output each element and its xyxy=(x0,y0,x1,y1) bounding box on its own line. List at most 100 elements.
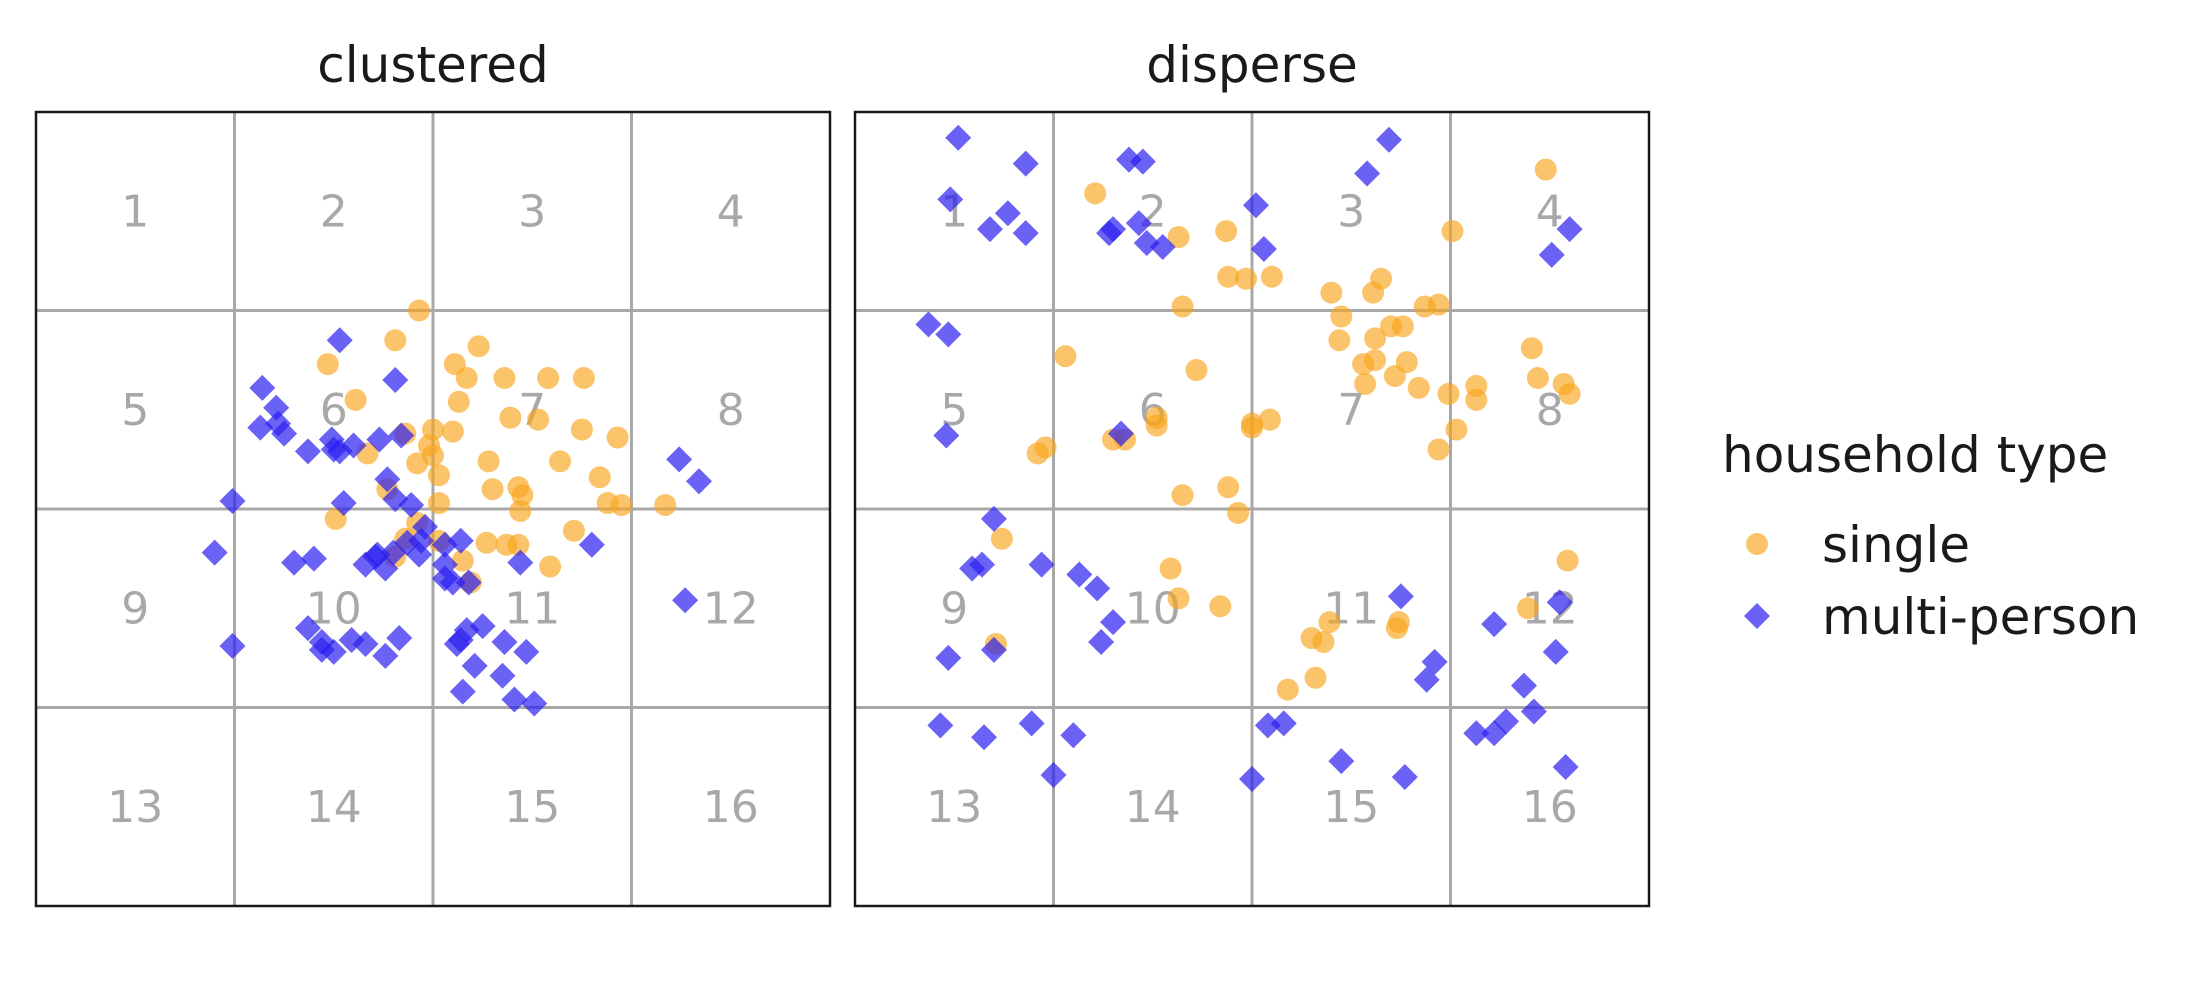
data-point-multi-person xyxy=(685,468,712,495)
data-point-multi-person xyxy=(1510,672,1537,699)
data-point-single xyxy=(1391,315,1414,338)
data-point-single xyxy=(344,388,367,411)
data-point-single xyxy=(441,420,464,443)
data-point-multi-person xyxy=(1239,765,1265,792)
data-point-single xyxy=(1185,359,1208,382)
cell-label: 14 xyxy=(1125,782,1181,833)
data-point-multi-person xyxy=(1125,210,1152,237)
cell-label: 15 xyxy=(504,782,560,833)
legend-marker-multi-person xyxy=(1744,603,1770,629)
data-point-single xyxy=(1241,412,1263,435)
data-point-single xyxy=(1312,630,1335,653)
data-point-single xyxy=(1159,557,1182,580)
data-point-single xyxy=(1318,611,1341,634)
data-point-multi-person xyxy=(219,632,246,659)
cell-label: 1 xyxy=(121,186,149,237)
legend-title: household type xyxy=(1722,426,2108,484)
data-point-multi-person xyxy=(300,545,327,572)
cell-label: 3 xyxy=(518,186,546,237)
cell-label: 8 xyxy=(717,385,745,436)
cell-label: 12 xyxy=(703,583,759,634)
data-point-single xyxy=(1385,617,1408,640)
data-point-multi-person xyxy=(374,466,401,493)
data-point-multi-person xyxy=(352,630,379,657)
data-point-multi-person xyxy=(372,642,399,669)
cell-label: 16 xyxy=(703,782,759,833)
data-point-single xyxy=(549,450,572,473)
data-point-multi-person xyxy=(666,446,693,473)
data-point-multi-person xyxy=(491,628,518,655)
data-point-single xyxy=(475,531,498,554)
data-point-single xyxy=(1227,501,1250,524)
data-point-multi-person xyxy=(1481,720,1508,747)
cell-label: 9 xyxy=(940,583,968,634)
data-point-single xyxy=(1054,345,1077,368)
data-point-single xyxy=(1209,595,1232,618)
data-point-multi-person xyxy=(1328,748,1355,775)
data-point-multi-person xyxy=(980,636,1007,663)
cell-label: 2 xyxy=(320,186,348,237)
data-point-multi-person xyxy=(366,426,393,453)
data-point-single xyxy=(1445,418,1468,441)
data-point-multi-person xyxy=(1270,710,1297,737)
panel-frame xyxy=(853,110,1651,908)
data-point-multi-person xyxy=(247,414,274,441)
data-point-multi-person xyxy=(320,436,347,463)
data-point-single xyxy=(1215,220,1238,243)
data-point-single xyxy=(1026,442,1049,465)
data-point-multi-person xyxy=(455,569,482,596)
data-point-single xyxy=(1437,382,1460,405)
data-point-single xyxy=(1427,438,1450,461)
data-point-multi-person xyxy=(521,690,548,717)
data-point-multi-person xyxy=(513,638,540,665)
panel-title: clustered xyxy=(317,36,548,94)
data-point-multi-person xyxy=(388,422,415,449)
data-point-multi-person xyxy=(1391,763,1418,790)
data-point-multi-person xyxy=(201,539,228,566)
data-point-multi-person xyxy=(1088,628,1115,655)
data-point-multi-person xyxy=(1556,216,1583,243)
cell-label: 9 xyxy=(121,583,149,634)
cell-label: 13 xyxy=(107,782,163,833)
data-point-single xyxy=(654,494,677,517)
data-point-multi-person xyxy=(1375,126,1402,153)
data-point-multi-person xyxy=(249,374,276,401)
data-point-multi-person xyxy=(1149,233,1176,260)
cell-label: 3 xyxy=(1337,186,1365,237)
data-point-single xyxy=(451,549,474,572)
data-point-single xyxy=(1235,267,1258,290)
data-point-multi-person xyxy=(1242,192,1269,219)
data-point-single xyxy=(1516,597,1539,620)
data-point-multi-person xyxy=(1250,235,1277,262)
data-point-multi-person xyxy=(449,678,476,705)
data-point-single xyxy=(1558,382,1581,405)
data-point-multi-person xyxy=(1354,160,1381,187)
data-point-single xyxy=(408,299,431,322)
data-point-single xyxy=(1217,265,1240,288)
cell-label: 5 xyxy=(121,385,149,436)
data-point-multi-person xyxy=(1107,420,1134,447)
data-point-multi-person xyxy=(1018,710,1045,737)
data-point-multi-person xyxy=(1012,220,1039,247)
data-point-multi-person xyxy=(935,321,962,348)
data-point-multi-person xyxy=(1421,648,1448,675)
legend-label: multi-person xyxy=(1822,588,2139,646)
data-point-multi-person xyxy=(406,541,433,568)
data-point-single xyxy=(1534,158,1557,181)
legend-entries: single multi-person xyxy=(1744,516,2139,646)
data-point-single xyxy=(1328,329,1351,352)
data-point-multi-person xyxy=(507,549,534,576)
data-point-single xyxy=(1260,265,1283,288)
data-point-multi-person xyxy=(1040,761,1067,788)
data-point-single xyxy=(467,335,490,358)
data-point-single xyxy=(606,426,629,449)
legend-label: single xyxy=(1822,516,1970,574)
data-point-single xyxy=(477,450,500,473)
data-point-multi-person xyxy=(1387,583,1414,610)
data-point-single xyxy=(1304,666,1327,689)
data-point-single xyxy=(427,464,450,487)
legend: household type single multi-person xyxy=(1722,426,2139,646)
data-point-single xyxy=(406,452,429,475)
data-point-multi-person xyxy=(294,615,321,642)
